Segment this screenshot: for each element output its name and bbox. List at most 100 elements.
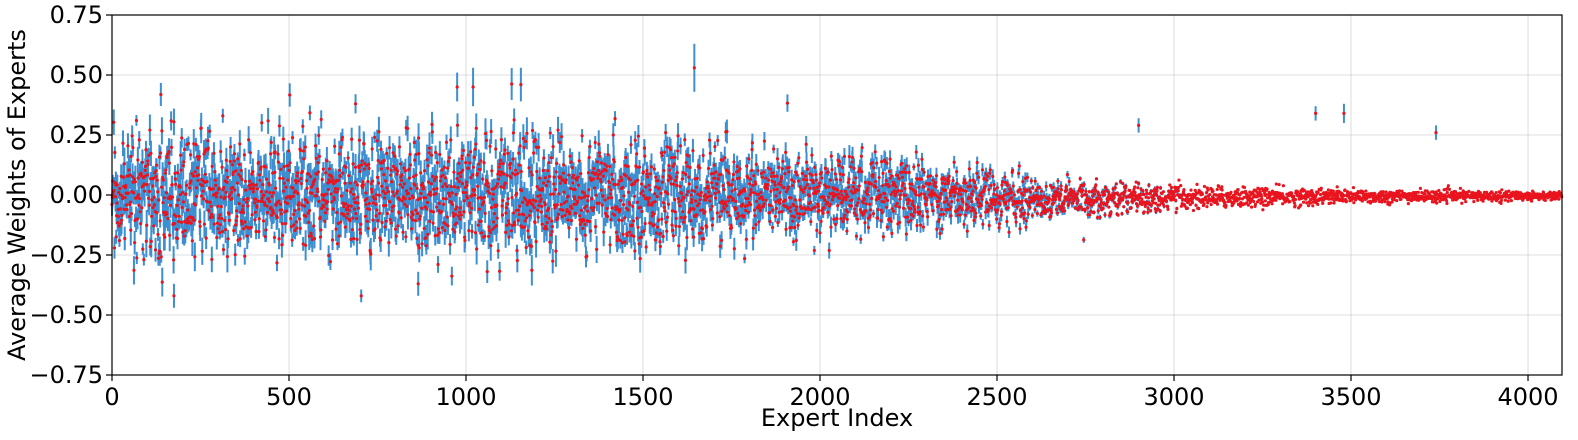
mean-point <box>143 174 147 178</box>
mean-point <box>413 183 417 187</box>
mean-point <box>269 205 273 210</box>
mean-point <box>341 171 345 175</box>
mean-point <box>230 190 234 194</box>
mean-point <box>378 161 382 165</box>
mean-point <box>374 193 379 197</box>
mean-point <box>220 216 224 221</box>
mean-point <box>119 218 124 222</box>
mean-point <box>331 207 335 211</box>
mean-point <box>336 221 340 226</box>
mean-point <box>282 164 286 169</box>
mean-point <box>165 212 169 216</box>
mean-point <box>350 187 354 191</box>
mean-point <box>170 183 174 187</box>
mean-point <box>338 175 342 179</box>
mean-point <box>185 183 189 188</box>
mean-point <box>393 154 397 158</box>
mean-point <box>197 155 202 159</box>
mean-point <box>129 228 133 232</box>
mean-point <box>293 228 297 232</box>
mean-point <box>178 185 182 189</box>
mean-point <box>130 134 134 138</box>
mean-point <box>337 152 341 156</box>
mean-point <box>224 158 228 162</box>
mean-point <box>303 145 307 149</box>
mean-point <box>345 216 349 220</box>
mean-point <box>128 200 133 204</box>
mean-point <box>273 186 278 190</box>
mean-point <box>151 184 155 188</box>
mean-point <box>286 178 290 182</box>
mean-point <box>324 171 328 175</box>
mean-point <box>363 214 368 218</box>
mean-point <box>385 186 389 190</box>
mean-point <box>397 145 402 149</box>
mean-point <box>136 158 140 162</box>
mean-point <box>350 137 354 141</box>
mean-point <box>252 186 256 191</box>
mean-point <box>233 188 237 192</box>
mean-point <box>330 200 334 204</box>
mean-point <box>324 192 329 196</box>
mean-point <box>128 173 132 177</box>
mean-point <box>136 193 141 197</box>
mean-point <box>338 168 342 172</box>
mean-point <box>351 216 355 220</box>
mean-point <box>179 168 183 172</box>
mean-point <box>300 169 305 174</box>
mean-point <box>207 209 211 213</box>
mean-point <box>132 268 136 272</box>
mean-point <box>265 177 269 181</box>
mean-point <box>159 185 164 189</box>
mean-point <box>398 197 402 202</box>
mean-point <box>279 208 284 212</box>
mean-point <box>245 234 249 238</box>
mean-point <box>291 186 295 190</box>
mean-point <box>235 215 239 219</box>
mean-point <box>196 166 200 170</box>
mean-point <box>253 201 257 205</box>
mean-point <box>322 205 326 209</box>
mean-point <box>225 180 229 184</box>
mean-point <box>150 198 154 202</box>
mean-point <box>238 237 242 241</box>
mean-point <box>352 236 356 241</box>
mean-point <box>362 142 366 146</box>
mean-point <box>112 120 116 124</box>
mean-point <box>230 197 234 201</box>
mean-point <box>203 172 208 176</box>
mean-point <box>254 229 258 234</box>
mean-point <box>387 240 391 245</box>
mean-point <box>143 168 147 172</box>
mean-point <box>411 196 415 200</box>
mean-point <box>265 204 269 208</box>
mean-point <box>239 219 244 223</box>
mean-point <box>269 140 273 144</box>
mean-point <box>267 200 272 204</box>
mean-point <box>148 245 152 249</box>
mean-point <box>190 239 194 243</box>
mean-point <box>264 228 268 232</box>
mean-point <box>118 207 122 211</box>
mean-point <box>365 219 369 223</box>
mean-point <box>170 195 175 199</box>
mean-point <box>381 203 386 208</box>
mean-point <box>375 175 380 179</box>
mean-point <box>186 208 190 212</box>
mean-point <box>202 197 206 201</box>
mean-point <box>251 190 255 194</box>
mean-point <box>232 159 236 163</box>
mean-point <box>241 204 245 208</box>
mean-point <box>136 176 140 180</box>
mean-point <box>282 189 286 193</box>
mean-point <box>399 178 404 183</box>
mean-point <box>361 180 365 184</box>
mean-point <box>306 211 310 215</box>
mean-point <box>182 160 186 164</box>
mean-point <box>165 155 169 159</box>
mean-point <box>408 163 413 167</box>
mean-point <box>254 183 259 187</box>
mean-point <box>414 173 418 177</box>
mean-point <box>339 194 343 198</box>
